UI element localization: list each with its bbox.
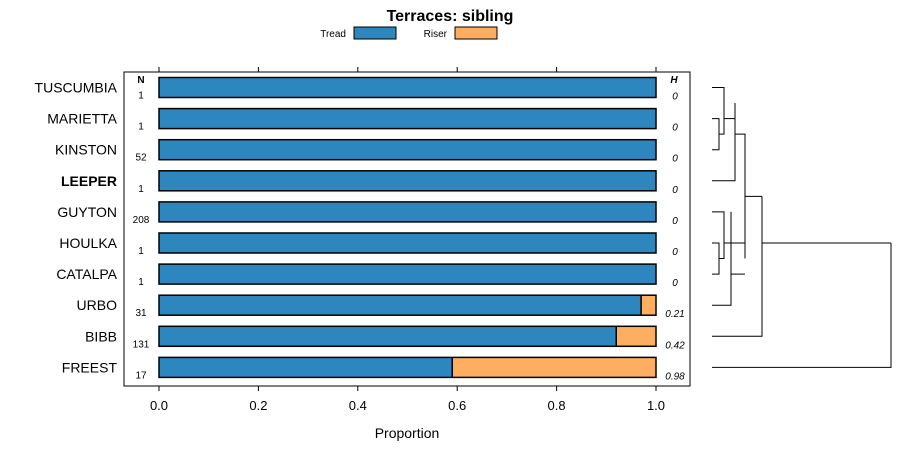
row-label: MARIETTA (47, 111, 117, 127)
x-axis: 0.0 0.2 0.4 0.6 0.8 1.0 (150, 67, 665, 413)
bar-outline (158, 76, 657, 99)
h-value: 0 (672, 92, 678, 103)
h-value: 0 (672, 278, 678, 289)
row-label: LEEPER (61, 173, 117, 189)
h-value: 0 (672, 123, 678, 134)
legend-swatch-riser (454, 26, 498, 40)
bar-outline (158, 232, 657, 254)
n-value: 131 (133, 339, 150, 350)
bar-riser (641, 295, 656, 316)
n-value: 1 (138, 277, 144, 288)
dendrogram-branch (712, 87, 725, 135)
legend-swatch-tread (353, 26, 397, 40)
bar-outline (158, 325, 657, 348)
h-value: 0 (672, 185, 678, 196)
bar-tread (159, 295, 642, 316)
x-tick-label: 0.0 (150, 398, 168, 413)
dendrogram-branch (712, 118, 720, 151)
row-label: HOULKA (59, 235, 117, 251)
h-value: 0 (672, 216, 678, 227)
bar-tread (159, 108, 656, 129)
n-value: 1 (138, 91, 144, 102)
dendrogram-branch (735, 133, 746, 259)
bar-riser (452, 357, 656, 378)
n-value: 208 (133, 215, 150, 226)
bar-outline (158, 170, 657, 192)
h-value: 0.98 (665, 371, 685, 382)
h-value: 0.21 (665, 309, 684, 320)
legend-label-riser: Riser (424, 29, 448, 40)
bar-tread (159, 326, 617, 347)
bar-tread (159, 77, 656, 98)
dendrogram-branch (712, 211, 732, 306)
bar-tread (159, 170, 656, 191)
bars (158, 76, 657, 379)
row-label: BIBB (85, 328, 117, 344)
bar-tread (159, 357, 453, 378)
h-value: 0 (672, 247, 678, 258)
x-tick-label: 0.2 (249, 398, 267, 413)
h-header: H (670, 75, 678, 86)
h-value: 0 (672, 154, 678, 165)
bar-outline (158, 294, 657, 316)
row-label: FREEST (62, 359, 118, 375)
bar-outline (158, 138, 657, 161)
x-axis-label: Proportion (375, 425, 440, 441)
legend-label-tread: Tread (320, 29, 346, 40)
bar-tread (159, 264, 656, 285)
row-label: CATALPA (56, 266, 117, 282)
n-value: 17 (135, 370, 147, 381)
row-label: TUSCUMBIA (35, 80, 118, 96)
dendrogram-branch (712, 103, 736, 182)
bar-riser (616, 326, 656, 347)
dendrogram-branch (712, 243, 892, 368)
bar-outline (158, 107, 657, 130)
plot-frame (123, 71, 691, 387)
row-labels: TUSCUMBIA MARIETTA KINSTON LEEPER GUYTON HOUL… (35, 80, 118, 376)
bar-tread (159, 201, 656, 222)
dendrogram-branch (712, 211, 725, 260)
row-label: URBO (77, 297, 118, 313)
legend: Tread Riser (320, 26, 498, 40)
n-value: 1 (138, 184, 144, 195)
bar-tread (159, 139, 656, 160)
dendrogram (712, 87, 892, 368)
bar-outline (158, 263, 657, 285)
dendrogram-branch (712, 242, 720, 275)
n-header: N (137, 75, 144, 86)
h-value: 0.42 (665, 340, 685, 351)
x-tick-label: 1.0 (647, 398, 665, 413)
n-value: 1 (138, 122, 144, 133)
x-tick-label: 0.8 (548, 398, 566, 413)
bar-outline (158, 201, 657, 223)
row-label: KINSTON (55, 142, 117, 158)
n-value: 52 (135, 153, 147, 164)
bar-outline (158, 356, 657, 379)
x-tick-label: 0.6 (448, 398, 466, 413)
bar-tread (159, 233, 656, 253)
h-column: H 0 0 0 0 0 0 0 0.21 0.42 0.98 (665, 75, 685, 382)
n-value: 1 (138, 246, 144, 257)
chart-title: Terraces: sibling (387, 8, 514, 25)
n-value: 31 (135, 308, 147, 319)
row-label: GUYTON (57, 204, 117, 220)
x-tick-label: 0.4 (349, 398, 367, 413)
